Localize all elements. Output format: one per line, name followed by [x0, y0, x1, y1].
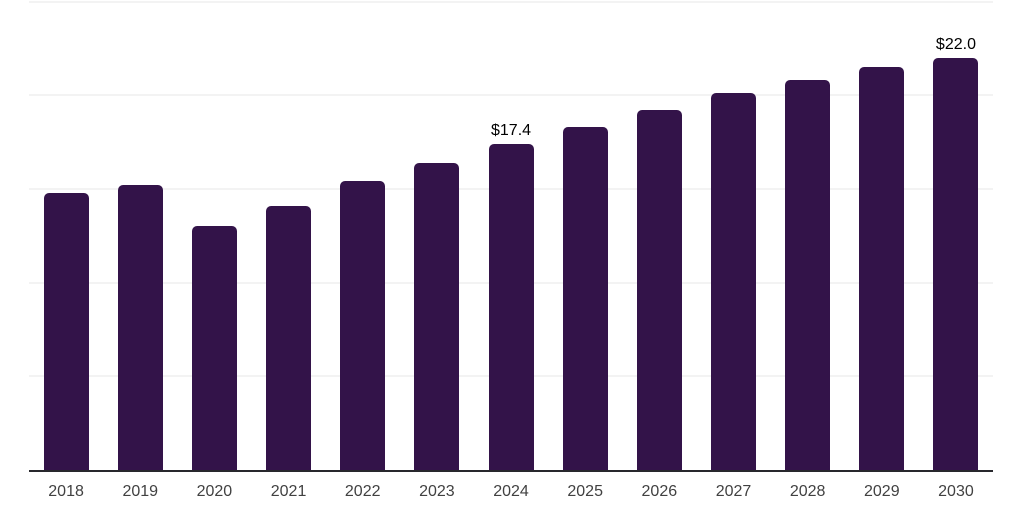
bar-slot: [845, 0, 919, 470]
bar: [43, 193, 89, 470]
x-tick-label: 2026: [641, 483, 678, 500]
bar: [859, 67, 905, 470]
x-tick-label: 2027: [715, 483, 752, 500]
x-tick-label: 2023: [419, 483, 455, 500]
x-tick-label: 2021: [270, 483, 307, 500]
bar-slot: [251, 0, 325, 470]
bar: [340, 181, 386, 470]
bar-slot: [29, 0, 103, 470]
bar-slot: $22.0: [919, 0, 993, 470]
bar-slot: [696, 0, 770, 470]
x-tick-label: 2018: [48, 483, 84, 500]
x-tick-label: 2029: [864, 483, 900, 500]
x-tick-label: 2020: [196, 483, 233, 500]
x-tick-label: 2025: [567, 483, 603, 500]
bar-slot: [103, 0, 177, 470]
bar-value-label: $17.4: [490, 122, 532, 139]
gridline: [29, 0, 993, 3]
bar-slot: $17.4: [474, 0, 548, 470]
x-axis-labels: 2018 2019 2020 2021 2022 2023 2024 2025 2026 2027…: [29, 481, 993, 503]
bar: [488, 144, 534, 470]
bar-value-label: $22.0: [935, 36, 976, 53]
bar: [636, 110, 682, 470]
bar: [191, 226, 237, 470]
x-axis-line: [29, 470, 993, 472]
x-tick-label: 2022: [344, 483, 381, 500]
bar: [785, 80, 831, 470]
bar: [933, 58, 979, 470]
bar-slot: [771, 0, 845, 470]
bar: [562, 127, 608, 470]
bar-slot: [326, 0, 400, 470]
gridline: [29, 94, 993, 97]
bars-layer: $17.4 $22.0: [29, 0, 993, 470]
bar: [710, 93, 756, 470]
x-tick-label: 2030: [938, 483, 974, 500]
bar: [266, 206, 312, 470]
bar-slot: [177, 0, 251, 470]
x-tick-label: 2019: [122, 483, 159, 500]
bar: [117, 185, 163, 470]
x-tick-label: 2024: [493, 483, 529, 500]
bar-slot: [622, 0, 696, 470]
bar: [414, 163, 460, 470]
bar-slot: [400, 0, 474, 470]
x-tick-label: 2028: [789, 483, 826, 500]
bar-slot: [548, 0, 622, 470]
